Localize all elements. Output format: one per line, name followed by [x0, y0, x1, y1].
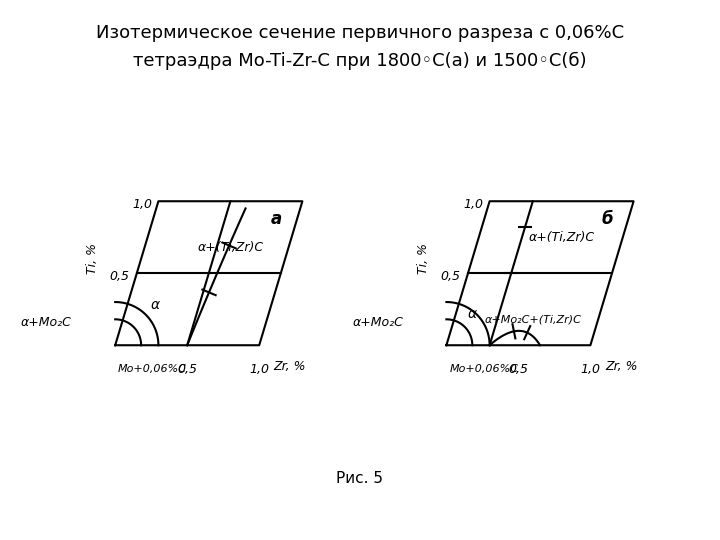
Text: 1,0: 1,0: [249, 362, 269, 375]
Text: 1,0: 1,0: [580, 362, 600, 375]
Text: Zr, %: Zr, %: [274, 360, 306, 373]
Text: б: б: [602, 210, 613, 227]
Text: α: α: [468, 307, 477, 321]
Text: α+(Ti,Zr)C: α+(Ti,Zr)C: [197, 241, 264, 254]
Text: а: а: [271, 210, 282, 227]
Text: тетраэдра Mo-Ti-Zr-C при 1800◦C(а) и 1500◦C(б): тетраэдра Mo-Ti-Zr-C при 1800◦C(а) и 150…: [133, 51, 587, 70]
Text: Mo+0,06%C: Mo+0,06%C: [118, 364, 187, 374]
Text: α: α: [151, 298, 160, 312]
Text: Изотермическое сечение первичного разреза с 0,06%С: Изотермическое сечение первичного разрез…: [96, 24, 624, 42]
Text: Mo+0,06%C: Mo+0,06%C: [449, 364, 518, 374]
Text: 1,0: 1,0: [132, 198, 153, 211]
Text: 0,5: 0,5: [508, 362, 528, 375]
Text: α+(Ti,Zr)C: α+(Ti,Zr)C: [528, 231, 595, 244]
Text: Ti, %: Ti, %: [86, 244, 99, 274]
Text: α+Mo₂C: α+Mo₂C: [352, 316, 403, 329]
Text: α+Mo₂C: α+Mo₂C: [21, 316, 72, 329]
Text: Ti, %: Ti, %: [417, 244, 430, 274]
Text: α+Mo₂C+(Ti,Zr)C: α+Mo₂C+(Ti,Zr)C: [485, 314, 581, 325]
Text: 0,5: 0,5: [109, 269, 130, 282]
Text: 1,0: 1,0: [464, 198, 484, 211]
Text: 0,5: 0,5: [177, 362, 197, 375]
Text: 0,5: 0,5: [441, 269, 461, 282]
Text: Рис. 5: Рис. 5: [336, 471, 384, 486]
Text: Zr, %: Zr, %: [605, 360, 637, 373]
